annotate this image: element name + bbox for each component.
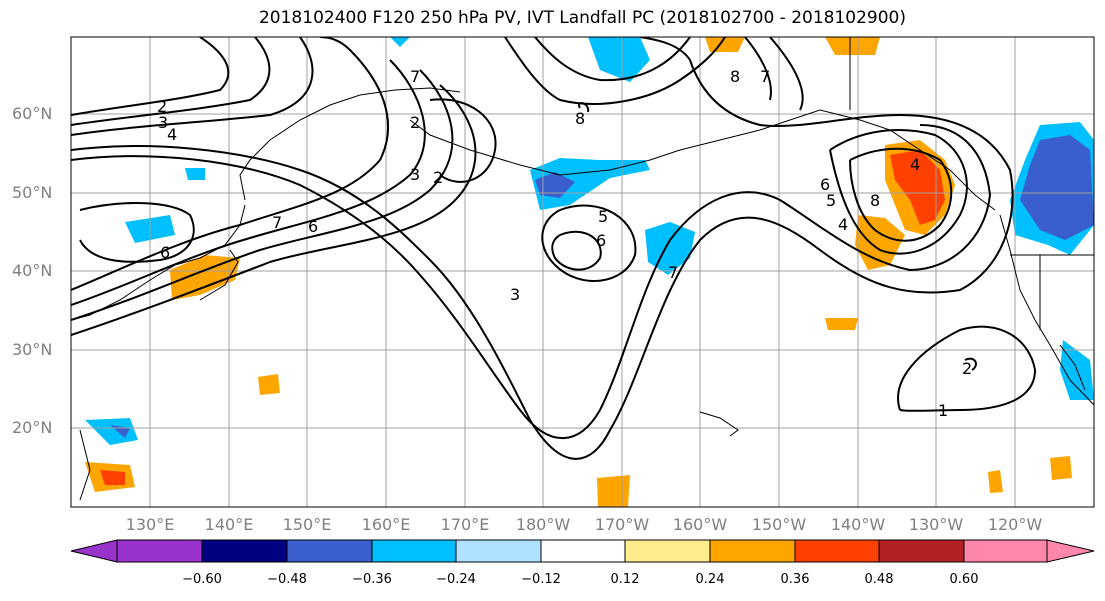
shade-red bbox=[100, 470, 125, 485]
shade-orange bbox=[705, 37, 745, 52]
colorbar-tick-label: 0.36 bbox=[780, 572, 810, 587]
shade-orange bbox=[988, 470, 1003, 493]
contour-label: 2 bbox=[433, 168, 443, 187]
contour-label: 2 bbox=[962, 359, 972, 378]
contour-label: 7 bbox=[668, 263, 678, 282]
contour-label: 5 bbox=[598, 207, 608, 226]
shade-darkblue bbox=[535, 172, 575, 198]
contour-label: 6 bbox=[308, 217, 318, 236]
map-frame bbox=[70, 36, 1095, 508]
contour-label: 8 bbox=[575, 109, 585, 128]
colorbar-tick-label: −0.12 bbox=[521, 572, 561, 587]
contour-label: 3 bbox=[510, 285, 520, 304]
shade-orange bbox=[170, 255, 240, 300]
contour-label: 8 bbox=[730, 67, 740, 86]
pv-contours bbox=[71, 37, 1037, 460]
colorbar-segment bbox=[455, 539, 542, 563]
colorbar-segment bbox=[116, 539, 203, 563]
lat-label: 50°N bbox=[12, 183, 53, 202]
colorbar-tick-label: 0.12 bbox=[610, 572, 640, 587]
shade-orange bbox=[258, 374, 280, 395]
colorbar-tick-label: −0.60 bbox=[182, 572, 222, 587]
colorbar-tick-label: −0.24 bbox=[436, 572, 476, 587]
colorbar-tick-label: 0.48 bbox=[864, 572, 894, 587]
shade-red bbox=[890, 150, 945, 225]
lon-label: 150°W bbox=[751, 515, 807, 534]
shade-orange bbox=[597, 475, 630, 507]
lon-label: 170°E bbox=[440, 515, 490, 534]
colorbar-segment bbox=[878, 539, 965, 563]
colorbar-tick-label: 0.60 bbox=[949, 572, 979, 587]
colorbar-segment bbox=[963, 539, 1048, 563]
colorbar-extend-low bbox=[70, 539, 118, 563]
contour-label: 4 bbox=[167, 125, 177, 144]
lon-label: 130°E bbox=[125, 515, 175, 534]
contour-label: 6 bbox=[596, 231, 606, 250]
contour-label: 1 bbox=[938, 401, 948, 420]
colorbar bbox=[70, 539, 1095, 563]
colorbar-segment bbox=[201, 539, 288, 563]
colorbar-extend-high bbox=[1046, 539, 1095, 563]
shade-blue bbox=[390, 37, 410, 47]
contour-label: 4 bbox=[838, 215, 848, 234]
map-title: 2018102400 F120 250 hPa PV, IVT Landfall… bbox=[258, 8, 906, 28]
colorbar-segment bbox=[794, 539, 880, 563]
contour-label: 2 bbox=[410, 113, 420, 132]
lon-label: 170°W bbox=[594, 515, 650, 534]
lon-label: 160°W bbox=[672, 515, 728, 534]
contour-label: 7 bbox=[760, 67, 770, 86]
lat-label: 60°N bbox=[12, 104, 53, 123]
lon-label: 140°W bbox=[830, 515, 886, 534]
shade-orange bbox=[825, 37, 880, 55]
shade-orange bbox=[1050, 456, 1072, 480]
contour-label: 6 bbox=[160, 243, 170, 262]
shade-blue bbox=[588, 37, 650, 82]
contour-label: 2 bbox=[157, 97, 167, 116]
lat-label: 30°N bbox=[12, 340, 53, 359]
contour-label: 5 bbox=[826, 191, 836, 210]
contour-label: 3 bbox=[158, 113, 168, 132]
shade-blue bbox=[185, 168, 205, 180]
contour-label: 7 bbox=[410, 67, 420, 86]
contour-labels: 2 3 4 7 8 8 7 2 3 2 7 6 5 6 3 7 6 5 4 8 … bbox=[157, 67, 972, 420]
shade-darkblue bbox=[1020, 135, 1094, 240]
lat-label: 40°N bbox=[12, 261, 53, 280]
lon-label: 140°E bbox=[204, 515, 254, 534]
colorbar-tick-label: −0.48 bbox=[267, 572, 307, 587]
contour-label: 8 bbox=[870, 191, 880, 210]
shade-orange bbox=[825, 318, 858, 330]
contour-label: 4 bbox=[910, 155, 920, 174]
contour-label: 7 bbox=[272, 213, 282, 232]
lon-label: 150°E bbox=[282, 515, 332, 534]
colorbar-segment bbox=[624, 539, 711, 563]
contour-label: 3 bbox=[410, 165, 420, 184]
lat-label: 20°N bbox=[12, 418, 53, 437]
colorbar-segment bbox=[540, 539, 626, 563]
lon-label: 160°E bbox=[361, 515, 411, 534]
colorbar-tick-label: −0.36 bbox=[352, 572, 392, 587]
contour-label: 6 bbox=[820, 175, 830, 194]
lon-label: 120°W bbox=[987, 515, 1043, 534]
colorbar-segment bbox=[286, 539, 373, 563]
lon-label: 130°W bbox=[908, 515, 964, 534]
shade-blue bbox=[85, 418, 138, 445]
shaded-anomaly-regions bbox=[85, 37, 1094, 507]
colorbar-tick-label: 0.24 bbox=[695, 572, 725, 587]
colorbar-segment bbox=[371, 539, 457, 563]
map-gridlines bbox=[71, 37, 1094, 507]
lon-label: 180°W bbox=[515, 515, 571, 534]
colorbar-segment bbox=[709, 539, 796, 563]
